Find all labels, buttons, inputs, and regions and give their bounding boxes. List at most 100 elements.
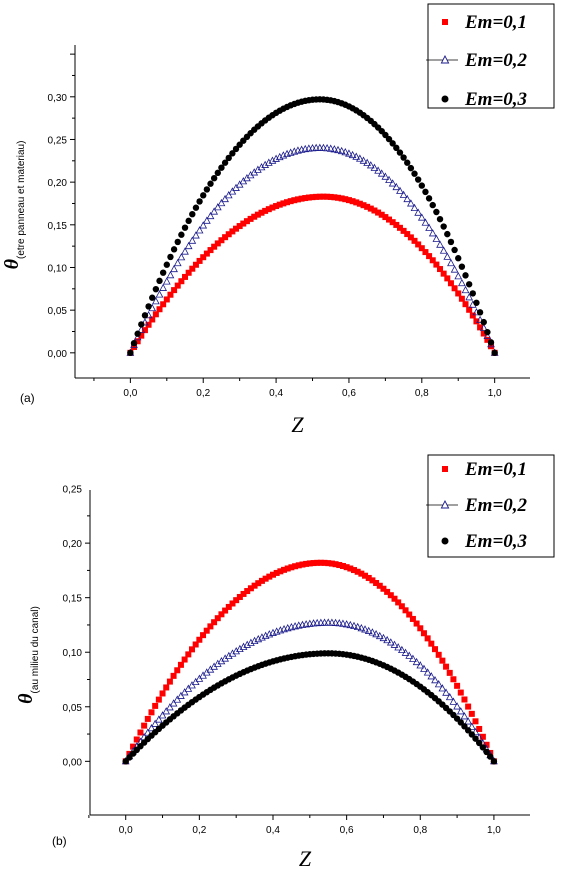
data-point [273,203,280,210]
data-point [347,565,354,572]
data-point [232,145,240,153]
data-point [152,702,159,709]
data-point [389,140,396,147]
data-point [484,336,491,343]
data-point [439,657,446,664]
data-point [339,619,347,627]
data-point [171,287,178,294]
data-point [342,620,351,628]
data-point [200,254,207,261]
data-point [350,621,358,630]
data-point [356,154,364,162]
data-point [203,216,211,224]
data-point [127,349,134,357]
data-point [309,194,316,201]
data-point [475,739,483,747]
data-point [328,618,336,626]
data-point [145,321,152,328]
data-point [148,709,155,716]
data-point [321,559,328,566]
data-point [284,565,291,572]
data-point [409,654,417,662]
data-point [236,593,243,600]
data-point [353,622,362,631]
data-point [294,196,301,203]
data-point [292,563,299,570]
legend-marker [442,466,448,472]
y-axis-title: θ(au milieu du canal) [15,606,41,704]
data-point [250,636,259,644]
data-point [424,635,431,642]
data-point [323,144,331,152]
data-point [269,571,276,578]
data-point [243,640,252,648]
data-point [151,719,160,727]
data-point [437,266,444,273]
data-point [229,600,236,607]
legend-label: Em=0,3 [464,531,527,552]
data-point [391,595,398,602]
data-point [281,566,288,573]
data-point [173,258,182,267]
data-point [277,568,284,575]
data-point [386,638,395,646]
data-point [434,680,443,688]
data-point [447,258,455,267]
x-axis-title: Z [291,412,304,437]
data-point [380,585,387,592]
data-point [465,281,473,288]
data-point [141,312,149,319]
data-point [394,643,403,651]
data-point [268,156,277,164]
data-point [184,241,193,250]
data-point [400,227,407,234]
data-point [196,636,203,643]
data-point [254,211,261,218]
data-point [487,753,494,760]
data-point [458,295,465,302]
data-point [420,664,428,672]
data-point [466,306,473,313]
data-point [180,688,189,696]
data-point [416,661,425,669]
series-Em=0,1 [127,193,498,356]
data-point [170,672,177,679]
data-point [436,215,444,223]
data-point [467,722,476,730]
chart-panel-a: 0,0 0,2 0,4 0,6 0,8 1,0 0,00 0,05 0,10 0,15 0,20 0,… [1,3,555,437]
data-point [316,193,323,200]
data-point [421,218,430,226]
data-point [476,309,484,316]
data-point [487,339,495,346]
data-point [189,210,196,218]
data-point [173,695,182,703]
data-point [451,246,458,254]
x-tick-label: 1,0 [487,825,501,836]
data-point [170,264,178,273]
data-point [447,238,455,246]
x-tick-label: 0,0 [123,388,137,399]
data-point [306,560,313,567]
data-point [181,247,189,255]
data-point [149,294,156,301]
data-point [236,223,243,230]
data-point [369,577,376,584]
data-point [403,194,412,203]
data-point [181,224,189,231]
data-point [427,672,436,680]
data-point [138,332,145,339]
data-point [409,615,416,622]
data-point [345,197,352,204]
data-point [200,632,207,639]
data-point [375,631,384,640]
data-point [395,599,402,606]
data-point [480,330,487,337]
data-point [210,174,218,182]
data-point [338,195,345,202]
data-point [235,644,244,653]
data-point [426,253,433,260]
legend-label: Em=0,3 [464,89,527,110]
data-point [435,651,442,658]
data-point [310,560,317,567]
legend: Em=0,1 Em=0,2 Em=0,3 [426,454,555,558]
